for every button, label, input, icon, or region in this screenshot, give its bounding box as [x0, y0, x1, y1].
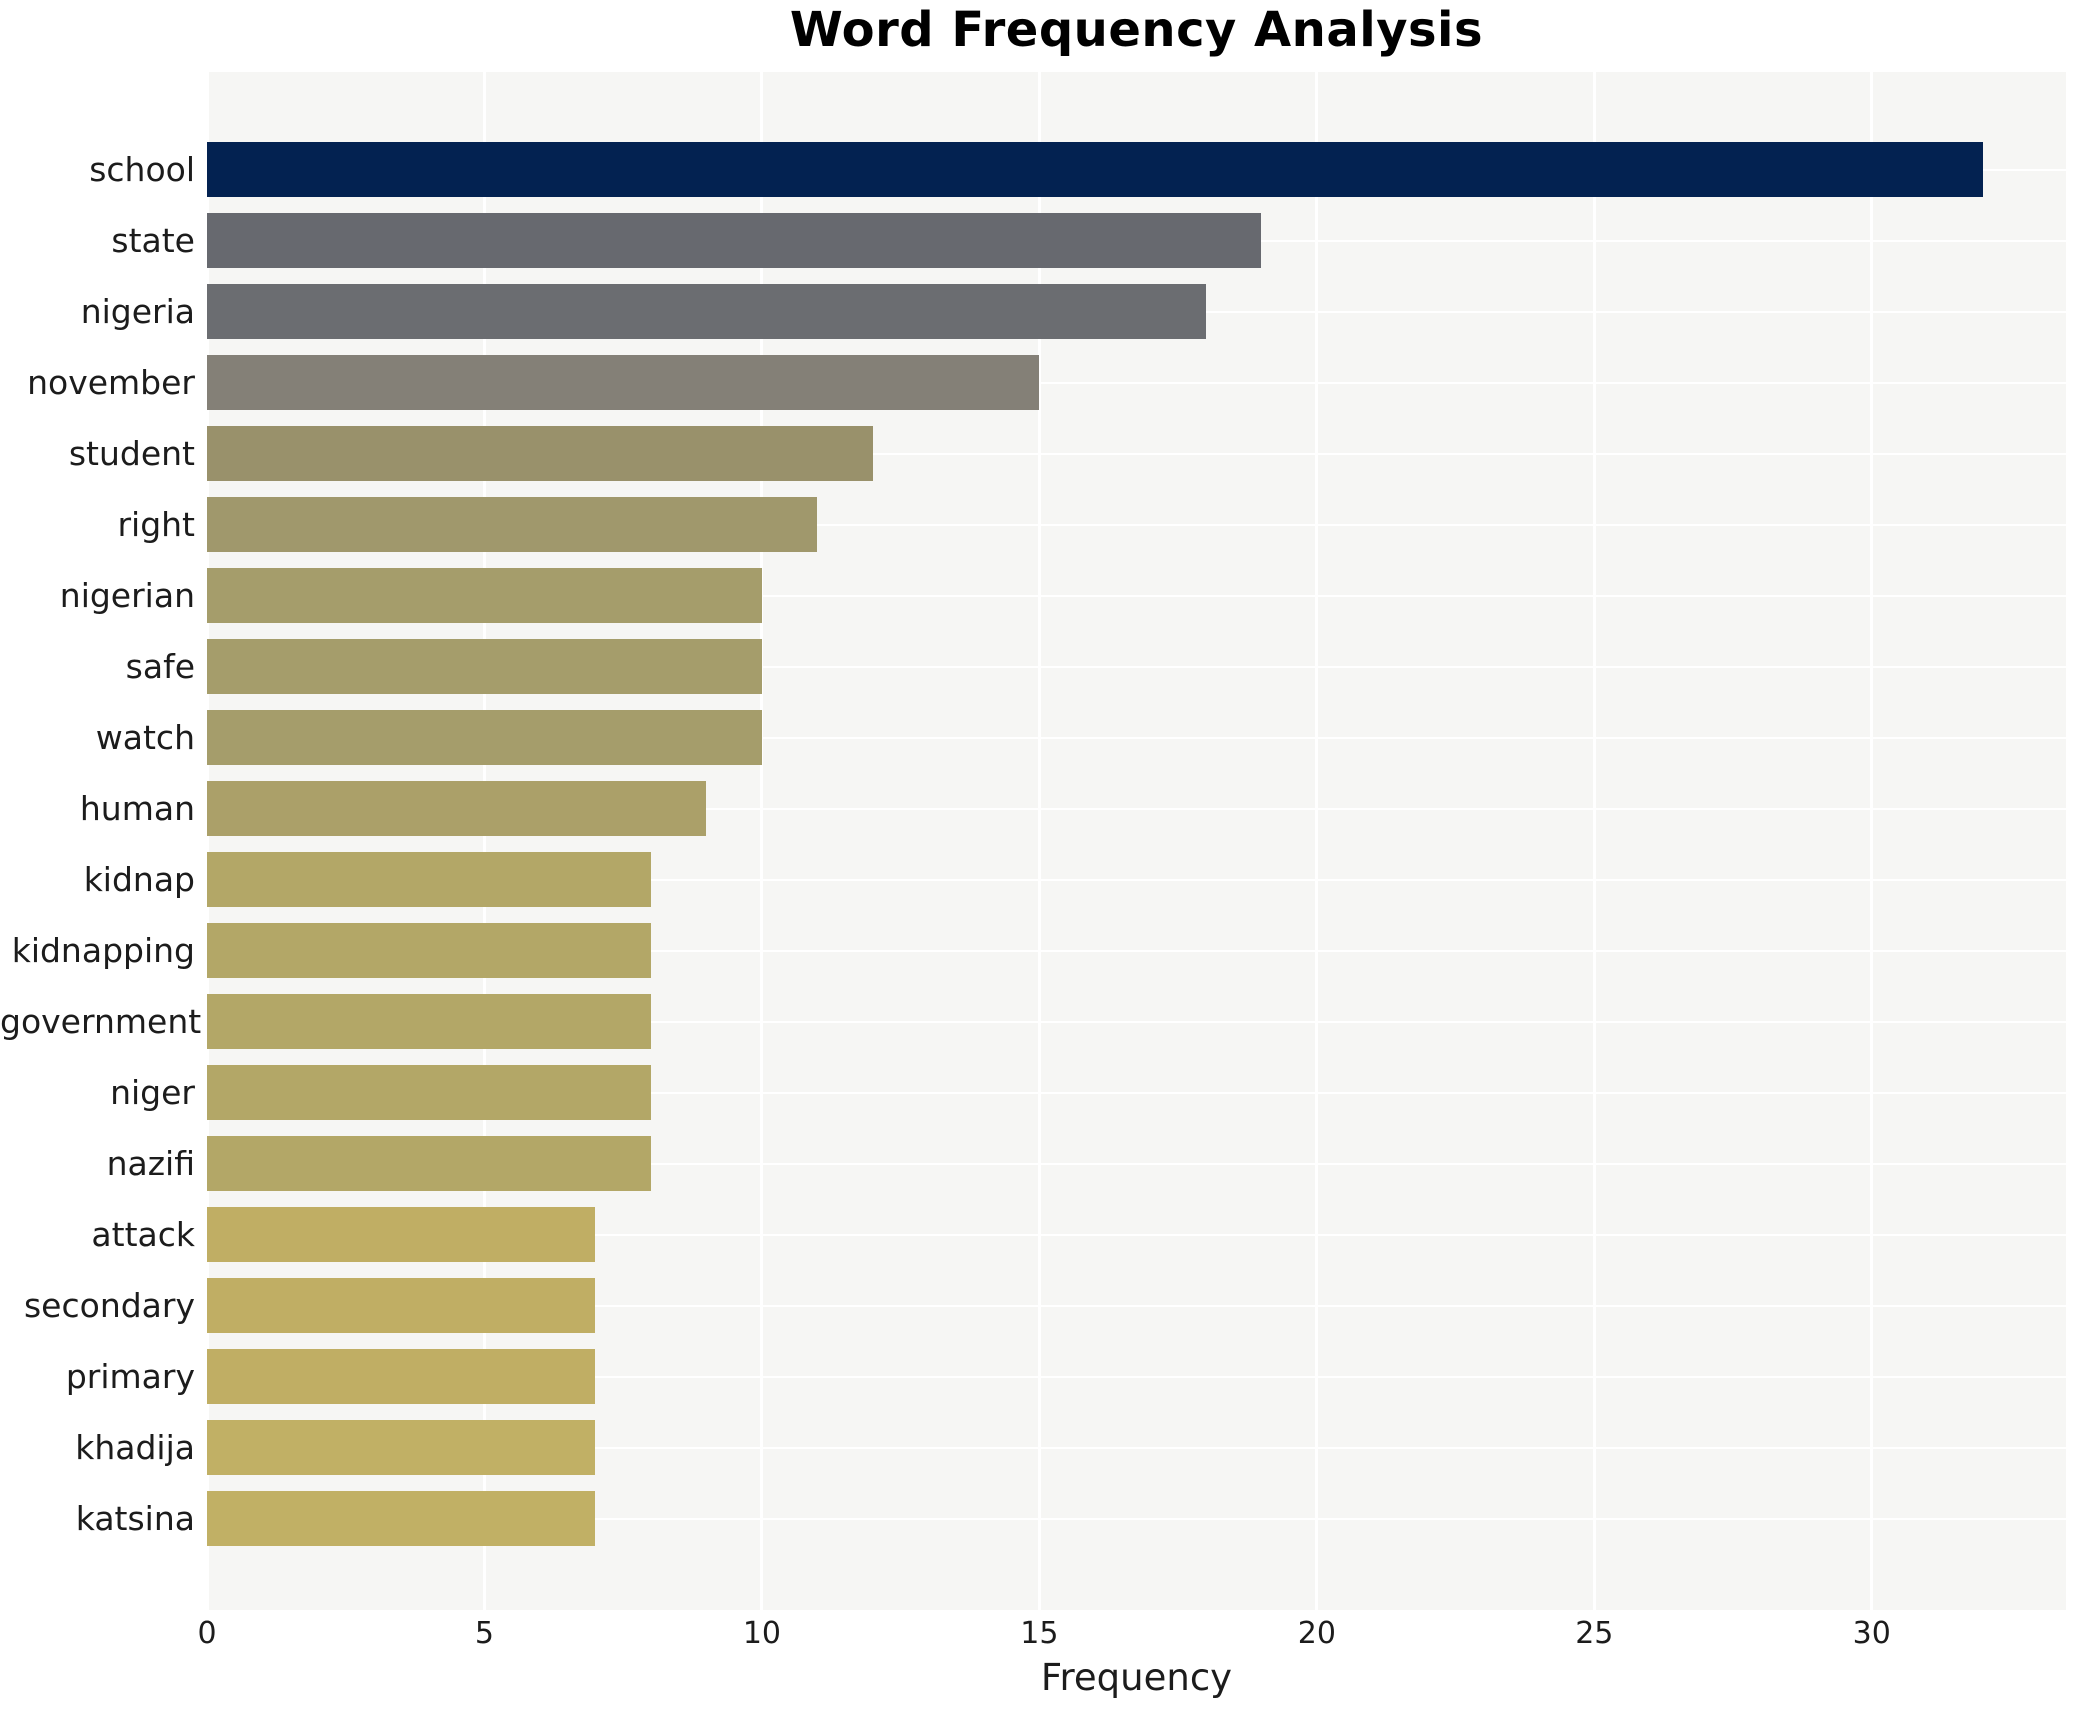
bar	[207, 994, 651, 1049]
x-axis: 0 5 10 15 20 25 30	[197, 1612, 2066, 1656]
x-gridline	[760, 72, 764, 1610]
x-gridline	[1870, 72, 1874, 1610]
y-gridline	[207, 381, 2066, 384]
y-gridline	[207, 1162, 2066, 1165]
x-gridline	[1037, 72, 1041, 1610]
y-gridline	[207, 1233, 2066, 1236]
y-axis: school state nigeria november student right ni…	[0, 72, 202, 1610]
x-tick-label: 0	[197, 1616, 217, 1651]
x-tick-label: 15	[1020, 1616, 1059, 1651]
bar	[207, 639, 762, 694]
x-gridline	[1315, 72, 1319, 1610]
y-tick-label: watch	[95, 718, 195, 757]
bar	[207, 142, 1983, 197]
y-tick-label: secondary	[23, 1286, 195, 1325]
y-gridline	[207, 1304, 2066, 1307]
y-gridline	[207, 949, 2066, 952]
y-gridline	[207, 665, 2066, 668]
y-tick-label: student	[68, 434, 195, 473]
y-gridline	[207, 736, 2066, 739]
bar	[207, 497, 818, 552]
x-tick-label: 10	[742, 1616, 782, 1651]
x-axis-title: Frequency	[1040, 1656, 1233, 1699]
y-gridline	[207, 1517, 2066, 1520]
y-tick-label: state	[111, 221, 195, 260]
y-tick-label: khadija	[75, 1428, 195, 1467]
y-tick-label: kidnapping	[11, 931, 195, 970]
bar	[207, 781, 707, 836]
bar	[207, 284, 1206, 339]
x-tick-label: 30	[1852, 1616, 1891, 1651]
x-tick-label: 25	[1575, 1616, 1614, 1651]
y-gridline	[207, 452, 2066, 455]
bar	[207, 852, 651, 907]
y-tick-label: niger	[110, 1073, 195, 1112]
y-tick-label: kidnap	[83, 860, 195, 899]
chart-title: Word Frequency Analysis	[789, 2, 1484, 58]
bar	[207, 923, 651, 978]
x-tick-label: 20	[1297, 1616, 1336, 1651]
y-gridline	[207, 1375, 2066, 1378]
bar	[207, 1349, 596, 1404]
x-tick-label: 5	[474, 1616, 494, 1651]
y-gridline	[207, 807, 2066, 810]
bar	[207, 1207, 596, 1262]
y-tick-label: safe	[125, 647, 195, 686]
y-gridline	[207, 594, 2066, 597]
plot-area	[207, 72, 2066, 1610]
y-gridline	[207, 1091, 2066, 1094]
y-tick-label: right	[117, 505, 195, 544]
y-gridline	[207, 878, 2066, 881]
y-tick-label: katsina	[75, 1499, 195, 1538]
x-gridline	[1592, 72, 1596, 1610]
y-tick-label: nigeria	[80, 292, 195, 331]
x-gridline	[482, 72, 486, 1610]
y-gridline	[207, 523, 2066, 526]
bar	[207, 710, 762, 765]
y-tick-label: nigerian	[59, 576, 195, 615]
bar	[207, 213, 1262, 268]
y-tick-label: nazifi	[106, 1144, 195, 1183]
bar	[207, 1136, 651, 1191]
y-tick-label: november	[27, 363, 195, 402]
bar	[207, 1420, 596, 1475]
y-tick-label: attack	[91, 1215, 195, 1254]
bar	[207, 355, 1040, 410]
y-tick-label: primary	[65, 1357, 195, 1396]
bar	[207, 568, 762, 623]
bar	[207, 426, 873, 481]
y-tick-label: school	[89, 150, 195, 189]
y-gridline	[207, 1446, 2066, 1449]
y-gridline	[207, 1020, 2066, 1023]
y-tick-label: human	[79, 789, 195, 828]
bar	[207, 1065, 651, 1120]
bar	[207, 1278, 596, 1333]
y-tick-label: government	[0, 1002, 202, 1041]
bar	[207, 1491, 596, 1546]
x-gridline	[207, 72, 209, 1610]
